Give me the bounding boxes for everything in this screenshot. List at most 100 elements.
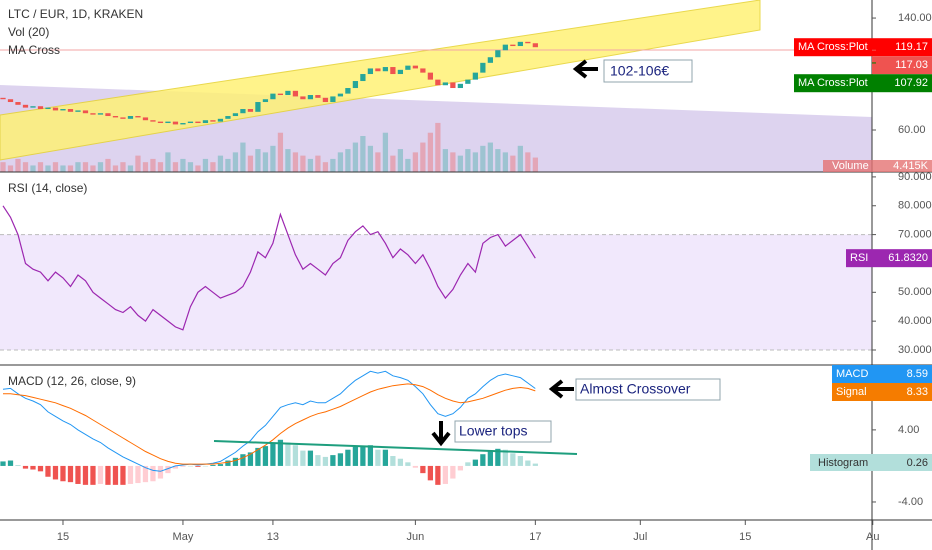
volume-bar: [367, 145, 374, 172]
candle: [367, 68, 374, 75]
volume-bar: [75, 162, 81, 172]
candle: [7, 99, 14, 103]
histogram-bar: [277, 439, 284, 466]
volume-bar: [315, 155, 321, 172]
volume-bar: [97, 162, 104, 172]
histogram-bar: [292, 445, 299, 466]
histogram-bar: [180, 465, 186, 467]
channel-drawing: [0, 0, 761, 161]
volume-bar: [135, 155, 141, 172]
annotation-box: [603, 59, 693, 83]
annotation: Almost Crossover: [580, 381, 691, 397]
candle: [157, 121, 164, 124]
candle: [150, 120, 156, 122]
candle: [97, 113, 104, 115]
trend-line: [213, 440, 578, 455]
candle: [240, 109, 246, 114]
candle: [337, 93, 344, 97]
volume-bar: [120, 162, 126, 172]
volume-bar: [262, 152, 269, 172]
candle: [465, 79, 471, 84]
candle: [292, 90, 299, 97]
volume-bar: [45, 165, 51, 172]
candle: [307, 95, 314, 100]
volume-bar: [270, 145, 276, 172]
histogram-bar: [45, 465, 51, 477]
candle: [397, 69, 404, 75]
value-box-value: 8.59: [907, 368, 928, 380]
y-tick-label: 4.00: [898, 424, 919, 436]
histogram-bar: [420, 465, 426, 474]
rsi-band: [0, 234, 872, 350]
histogram-bar: [232, 457, 239, 466]
candle: [45, 107, 51, 110]
histogram-bar: [187, 465, 194, 467]
y-tick-label: 30.0000: [898, 344, 932, 356]
volume-bar: [307, 158, 314, 172]
arrow: [572, 59, 598, 79]
volume-bar: [375, 152, 381, 172]
candle: [270, 93, 276, 100]
volume-bar: [210, 162, 216, 172]
candle: [75, 110, 81, 112]
candle: [285, 90, 291, 96]
volume-bar: [405, 158, 411, 172]
indicator-label: MACD (12, 26, close, 9): [8, 374, 136, 388]
volume-bar: [412, 152, 419, 172]
volume-bar: [300, 155, 306, 172]
volume-bar: [67, 165, 74, 172]
histogram-bar: [532, 463, 538, 466]
candle: [225, 116, 231, 119]
histogram-bar: [525, 460, 531, 466]
x-tick-label: Jul: [633, 531, 647, 543]
candle: [60, 109, 66, 111]
histogram-bar: [382, 449, 389, 466]
histogram-bar: [405, 462, 411, 466]
rsi-line: [2, 205, 536, 331]
volume-bar: [525, 152, 531, 172]
candle: [180, 123, 186, 125]
candle: [525, 41, 531, 44]
histogram-bar: [315, 455, 321, 466]
histogram-bar: [330, 455, 336, 466]
volume-bar: [442, 149, 448, 172]
value-box: [832, 365, 932, 383]
value-box-value: 107.92: [894, 77, 928, 89]
drawings: [0, 0, 872, 172]
value-box: [872, 56, 932, 75]
histogram-bar: [465, 462, 471, 466]
volume-bar: [22, 162, 29, 172]
volume-bar: [15, 158, 21, 172]
y-tick-label: 80.0000: [898, 200, 932, 212]
histogram-bar: [67, 465, 74, 483]
histogram-bar: [255, 447, 261, 466]
histogram-bar: [285, 442, 291, 466]
histogram-bar: [262, 446, 269, 466]
volume-bar: [487, 142, 493, 172]
histogram-bar: [82, 465, 89, 485]
indicator-label: MA Cross: [8, 43, 60, 57]
candle: [202, 120, 209, 124]
volume-bar: [37, 162, 44, 172]
volume-bar: [202, 158, 209, 172]
volume-bar: [82, 162, 89, 172]
histogram-bar: [270, 442, 276, 466]
histogram-bar: [157, 465, 164, 479]
histogram-bar: [22, 465, 29, 469]
candle: [37, 106, 44, 110]
value-box: [810, 454, 932, 471]
candle: [450, 82, 456, 89]
histogram-bar: [495, 448, 501, 466]
histogram-bar: [7, 460, 14, 466]
histogram-bar: [345, 449, 351, 466]
candle: [502, 44, 508, 51]
value-box-value: 61.8320: [888, 252, 928, 264]
candle: [472, 72, 478, 80]
histogram-bar: [90, 465, 96, 485]
candle: [315, 95, 321, 98]
candle: [457, 83, 463, 89]
value-box-label: MACD: [836, 368, 868, 380]
candle: [517, 41, 523, 47]
arrow: [548, 379, 574, 399]
volume-bar: [472, 152, 478, 172]
